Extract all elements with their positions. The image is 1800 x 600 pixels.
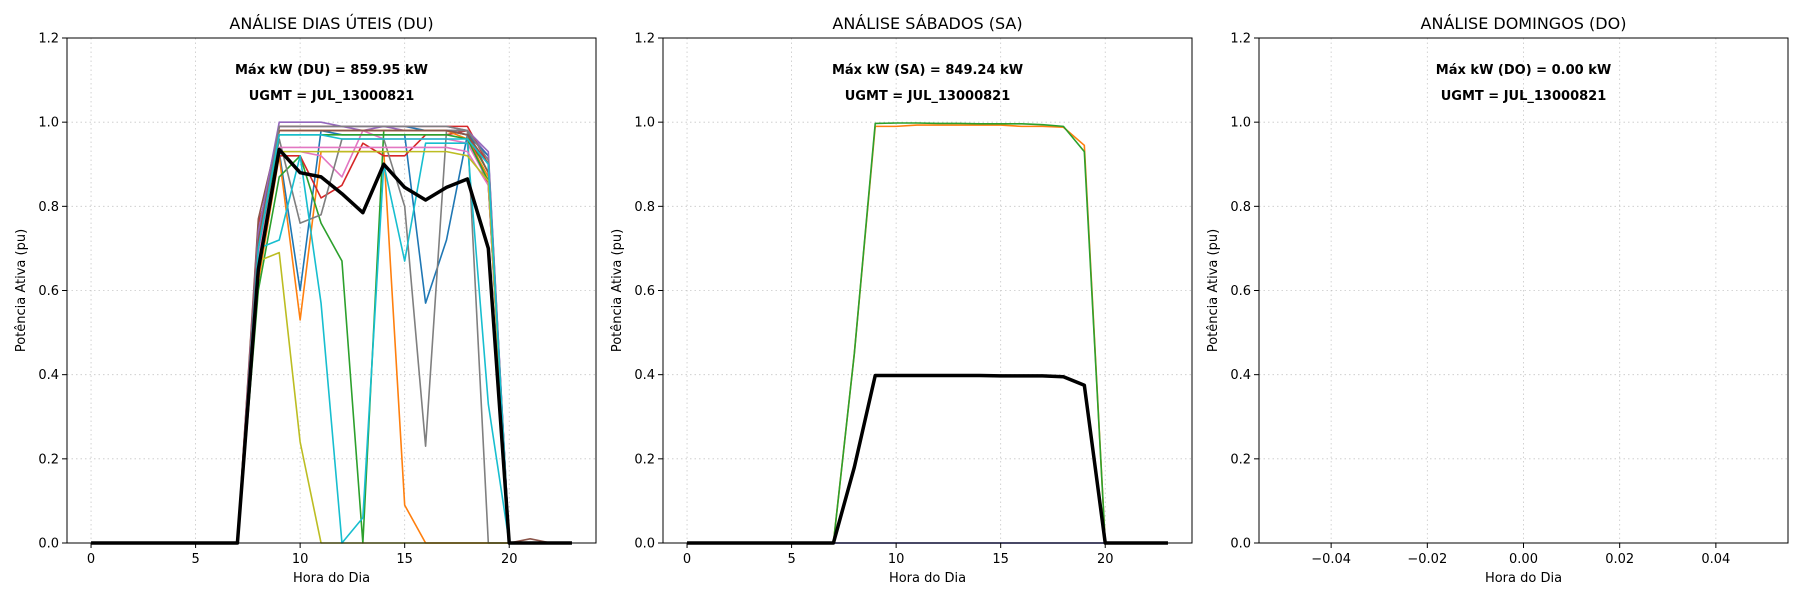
panel-weekdays: 0 5 10 15 20 0.0 0.2 0.4 0.6 0.8 1.0 1.2 ANÁLISE DI…	[14, 14, 597, 586]
annotation-max-kw: Máx kW (DO) = 0.00 kW	[1436, 63, 1611, 78]
x-tick-label: 0	[683, 552, 691, 567]
annotation-ugmt: UGMT = JUL_13000821	[1441, 89, 1607, 104]
panel-saturdays: 0 5 10 15 20 0.0 0.2 0.4 0.6 0.8 1.0 1.2 ANÁLISE SÁ…	[610, 14, 1193, 586]
panel-sundays: −0.04 −0.02 0.00 0.02 0.04 0.0 0.2 0.4 0.6 0.8 1.0…	[1206, 14, 1789, 586]
y-tick-label: 0.2	[1230, 452, 1251, 467]
y-axis-label: Potência Ativa (pu)	[1206, 229, 1221, 352]
x-tick-label: 5	[787, 552, 795, 567]
y-axis-label: Potência Ativa (pu)	[14, 229, 29, 352]
x-tick-label: 15	[396, 552, 413, 567]
x-tick-label: 10	[292, 552, 309, 567]
x-tick-label: 0	[87, 552, 95, 567]
x-tick-label: 15	[992, 552, 1009, 567]
y-tick-label: 1.2	[634, 32, 655, 47]
y-axis-label: Potência Ativa (pu)	[610, 229, 625, 352]
x-tick-label: −0.02	[1407, 552, 1447, 567]
x-tick-label: 20	[1097, 552, 1114, 567]
y-tick-label: 0.6	[634, 284, 655, 299]
y-tick-label: 1.0	[38, 116, 59, 131]
y-tick-label: 0.8	[634, 200, 655, 215]
x-tick-label: 0.02	[1605, 552, 1634, 567]
y-tick-label: 0.4	[634, 368, 655, 383]
y-tick-label: 0.6	[38, 284, 59, 299]
y-tick-label: 0.4	[1230, 368, 1251, 383]
x-axis-label: Hora do Dia	[1485, 571, 1562, 586]
x-tick-label: 0.00	[1509, 552, 1538, 567]
y-tick-label: 0.0	[634, 537, 655, 552]
y-tick-label: 1.0	[634, 116, 655, 131]
y-tick-label: 0.2	[634, 452, 655, 467]
y-tick-label: 1.2	[38, 32, 59, 47]
y-tick-label: 0.4	[38, 368, 59, 383]
y-tick-label: 1.0	[1230, 116, 1251, 131]
x-tick-label: 10	[888, 552, 905, 567]
x-tick-label: 0.04	[1701, 552, 1730, 567]
x-axis-label: Hora do Dia	[293, 571, 370, 586]
chart-title: ANÁLISE DIAS ÚTEIS (DU)	[229, 14, 433, 33]
annotation-ugmt: UGMT = JUL_13000821	[845, 89, 1011, 104]
x-tick-label: 20	[501, 552, 518, 567]
y-tick-label: 0.0	[1230, 537, 1251, 552]
x-tick-label: 5	[191, 552, 199, 567]
y-tick-label: 0.6	[1230, 284, 1251, 299]
x-tick-label: −0.04	[1311, 552, 1351, 567]
annotation-max-kw: Máx kW (DU) = 859.95 kW	[235, 63, 428, 78]
chart-title: ANÁLISE DOMINGOS (DO)	[1421, 14, 1627, 33]
y-tick-label: 0.8	[38, 200, 59, 215]
chart-title: ANÁLISE SÁBADOS (SA)	[832, 14, 1022, 33]
y-tick-label: 1.2	[1230, 32, 1251, 47]
y-tick-label: 0.8	[1230, 200, 1251, 215]
x-axis-label: Hora do Dia	[889, 571, 966, 586]
y-tick-label: 0.2	[38, 452, 59, 467]
y-tick-label: 0.0	[38, 537, 59, 552]
annotation-ugmt: UGMT = JUL_13000821	[249, 89, 415, 104]
annotation-max-kw: Máx kW (SA) = 849.24 kW	[832, 63, 1023, 78]
